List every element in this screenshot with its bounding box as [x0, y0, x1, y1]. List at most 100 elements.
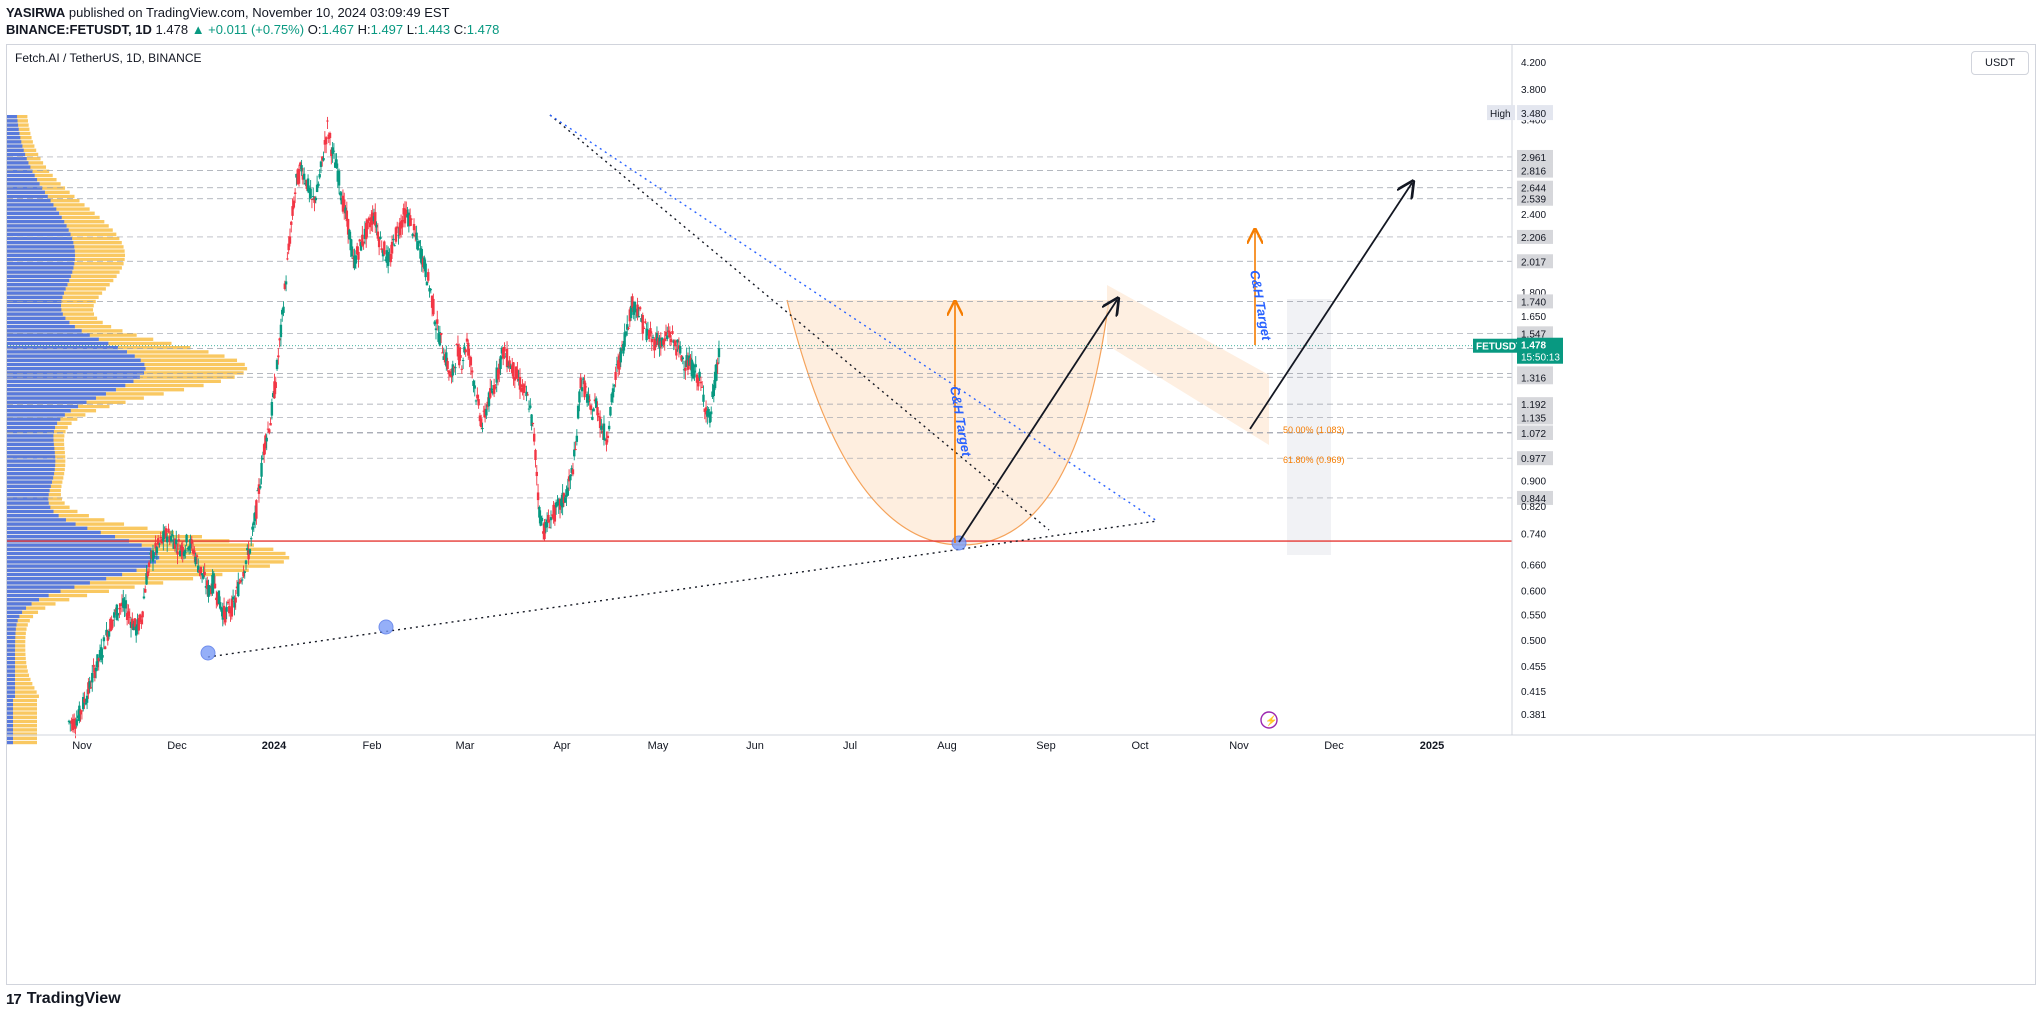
candle-body — [281, 309, 284, 315]
low-value: 1.443 — [417, 22, 451, 37]
candle-body — [144, 589, 147, 593]
volume-profile-bar — [7, 677, 31, 682]
candle-body — [195, 555, 199, 558]
candle-body — [660, 337, 664, 346]
candle-body — [664, 331, 668, 336]
alert-bolt-icon: ⚡ — [1265, 714, 1277, 727]
volume-profile-bar — [7, 631, 26, 635]
tradingview-logo[interactable]: 17 TradingView — [6, 988, 121, 1010]
volume-profile-bar — [7, 640, 26, 644]
candle-body — [690, 359, 694, 377]
volume-profile-bar — [7, 488, 50, 493]
currency-button[interactable]: USDT — [1971, 51, 2029, 75]
candle-body — [386, 251, 390, 266]
candle-body — [560, 498, 563, 506]
candle-body — [182, 551, 186, 557]
candle-body — [323, 140, 327, 145]
volume-profile-bar — [7, 152, 26, 157]
candle-body — [531, 422, 535, 424]
candle-body — [368, 222, 372, 228]
price-level-tag — [1517, 191, 1553, 206]
candle-body — [115, 604, 119, 620]
volume-profile-bar — [7, 715, 37, 719]
candle-body — [619, 347, 622, 363]
volume-profile-bar — [7, 375, 140, 379]
price-level-tag — [1517, 163, 1553, 178]
volume-profile-bar — [7, 257, 75, 262]
candle-body — [507, 366, 510, 368]
candle-body — [340, 197, 343, 205]
candle-body — [271, 393, 275, 398]
candle-body — [713, 371, 717, 389]
candle-body — [138, 614, 142, 621]
volume-profile-bar — [7, 283, 68, 287]
candle-body — [350, 246, 354, 257]
candle-body — [106, 632, 109, 641]
y-tick-label: 1.650 — [1521, 312, 1546, 323]
candle-body — [717, 348, 721, 358]
high-value-text: 3.480 — [1521, 109, 1546, 120]
candle-body — [333, 162, 337, 168]
candle-body — [284, 281, 288, 285]
volume-profile-bar — [7, 669, 16, 673]
volume-profile-bar — [7, 652, 26, 656]
volume-profile-bar — [7, 220, 65, 224]
volume-profile-bar — [7, 144, 23, 148]
candle-body — [321, 156, 324, 161]
candle-body — [616, 360, 620, 369]
volume-profile-bar — [7, 644, 26, 648]
volume-profile-bar — [7, 228, 69, 232]
volume-profile-bar — [7, 434, 54, 438]
candle-body — [704, 407, 708, 415]
candle-body — [684, 367, 687, 371]
candle-body — [125, 612, 129, 621]
cup-zone — [787, 300, 1109, 545]
y-tick-label: 2.539 — [1521, 195, 1546, 206]
price-level-tag — [1517, 326, 1553, 341]
candle-body — [623, 332, 626, 347]
candle-body — [598, 416, 602, 429]
volume-profile-bar — [7, 560, 156, 564]
volume-profile-bar — [7, 165, 31, 169]
candle-body — [565, 489, 568, 497]
volume-profile-bar — [7, 606, 46, 610]
volume-profile-bar — [7, 115, 28, 119]
volume-profile-bar — [7, 329, 82, 333]
candle-body — [513, 377, 517, 381]
candle-body — [477, 399, 480, 406]
y-tick-label: 2.644 — [1521, 184, 1546, 195]
volume-profile-bar — [7, 409, 71, 413]
volume-profile-bar — [7, 270, 73, 274]
candle-body — [450, 374, 453, 378]
candle-body — [393, 245, 396, 247]
target-arrow — [1249, 183, 1412, 430]
volume-profile-bar — [7, 291, 64, 295]
volume-profile-bar — [7, 707, 13, 711]
symbol-ohlc-line: BINANCE:FETUSDT, 1D 1.478 ▲ +0.011 (+0.7… — [6, 22, 499, 37]
candle-body — [553, 505, 557, 522]
candle-body — [544, 522, 548, 528]
candle-body — [344, 207, 347, 214]
candle-body — [184, 549, 187, 554]
candle-body — [91, 672, 94, 683]
candle-body — [221, 609, 224, 620]
volume-profile-bar — [7, 505, 51, 509]
candle-body — [381, 250, 385, 257]
candle-body — [478, 415, 482, 422]
x-tick-label: Dec — [167, 740, 187, 752]
candle-body — [460, 368, 464, 370]
y-tick-label: 0.740 — [1521, 530, 1546, 541]
candle-body — [527, 408, 531, 410]
candle-body — [638, 307, 642, 310]
candle-body — [218, 602, 222, 609]
y-tick-label: 0.977 — [1521, 454, 1546, 465]
y-tick-label: 2.017 — [1521, 257, 1546, 268]
candle-body — [672, 340, 675, 343]
candle-body — [554, 502, 558, 508]
volume-profile-bar — [7, 551, 158, 556]
candle-body — [208, 585, 212, 592]
candle-body — [193, 550, 196, 554]
candle-body — [710, 411, 713, 415]
chart-container[interactable]: C&H Target C&H Target 50.00% (1.083) 61.80%… — [6, 44, 2036, 985]
